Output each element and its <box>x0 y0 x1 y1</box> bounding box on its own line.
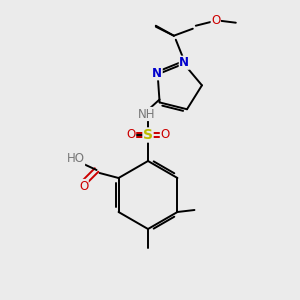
Text: N: N <box>179 56 189 69</box>
Text: O: O <box>211 14 220 27</box>
Text: O: O <box>79 179 88 193</box>
Text: NH: NH <box>138 107 156 121</box>
Text: O: O <box>160 128 169 142</box>
Text: HO: HO <box>67 152 85 166</box>
Text: S: S <box>143 128 153 142</box>
Text: O: O <box>126 128 136 142</box>
Text: N: N <box>152 67 162 80</box>
